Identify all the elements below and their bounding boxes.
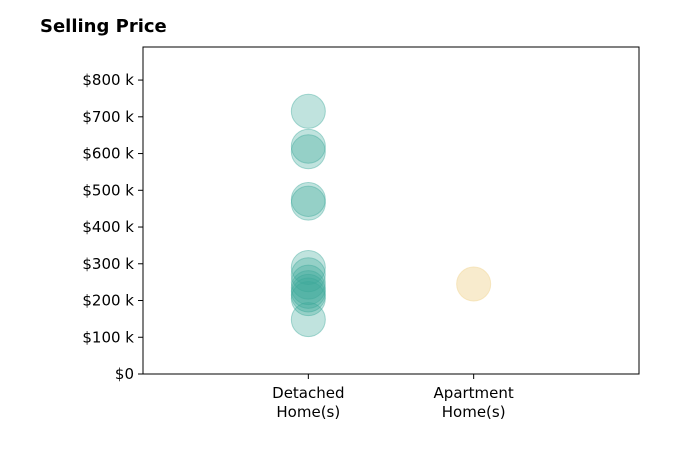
x-axis-ticks: Detached Home(s) Apartment Home(s): [272, 374, 514, 421]
plot-frame: [142, 46, 640, 375]
scatter-point: [290, 277, 326, 313]
x-tick-label: Apartment Home(s): [434, 384, 514, 421]
y-tick-label: $300 k: [82, 255, 134, 273]
y-tick-label: $700 k: [82, 108, 134, 126]
y-tick-label: $500 k: [82, 181, 134, 199]
scatter-point: [290, 93, 326, 129]
scatter-point: [290, 257, 326, 293]
scatter-point: [290, 181, 326, 217]
y-tick-label: $200 k: [82, 292, 134, 310]
scatter-points: [290, 93, 492, 338]
y-axis-ticks: $0 $100 k $200 k $300 k $400 k $500 k $600 k $7…: [82, 71, 143, 383]
scatter-point: [290, 134, 326, 170]
scatter-point: [456, 266, 492, 302]
y-tick-label: $100 k: [82, 328, 134, 346]
y-tick-label: $400 k: [82, 218, 134, 236]
x-tick-label: Detached Home(s): [272, 384, 344, 421]
scatter-point: [290, 273, 326, 309]
scatter-point: [290, 128, 326, 164]
chart-title: Selling Price: [40, 16, 167, 37]
y-tick-label: $800 k: [82, 71, 134, 89]
scatter-point: [290, 249, 326, 285]
y-tick-label: $600 k: [82, 145, 134, 163]
scatter-point: [290, 281, 326, 317]
scatter-point: [290, 270, 326, 306]
scatter-point: [290, 302, 326, 338]
scatter-point: [290, 264, 326, 300]
scatter-point: [290, 185, 326, 221]
y-tick-label: $0: [115, 365, 134, 383]
